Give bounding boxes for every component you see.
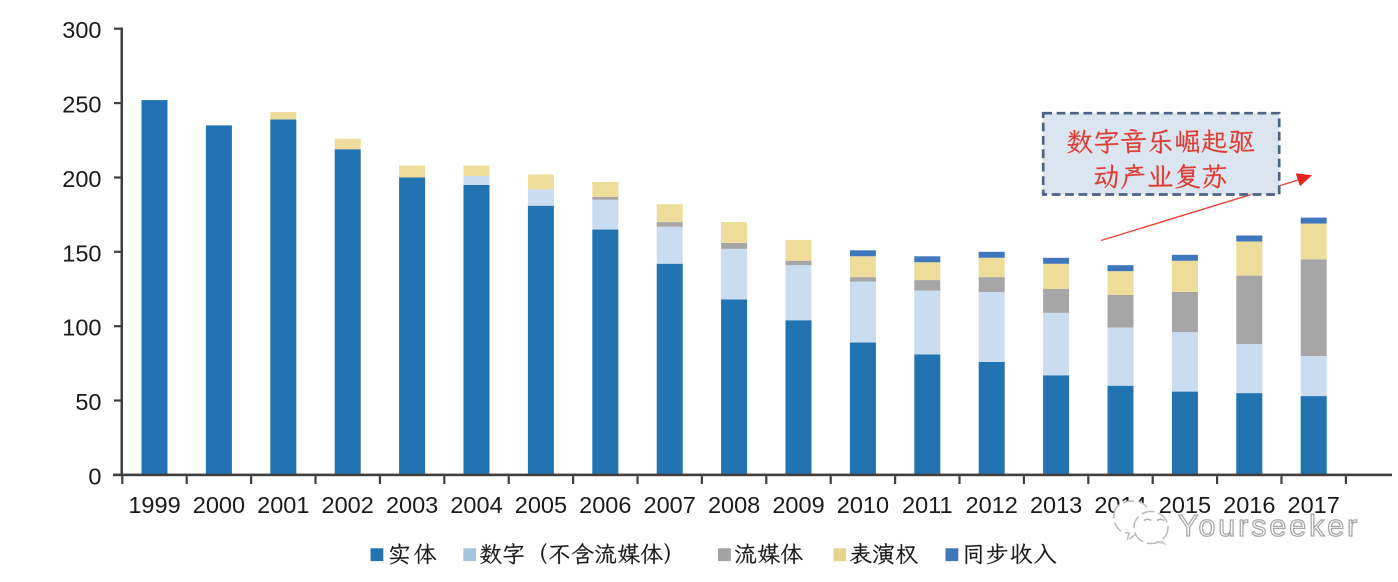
svg-text:2017: 2017 [1288, 492, 1340, 518]
svg-text:2000: 2000 [193, 492, 245, 518]
svg-text:150: 150 [62, 240, 101, 266]
svg-text:2010: 2010 [837, 492, 889, 518]
svg-text:1999: 1999 [128, 492, 180, 518]
svg-text:200: 200 [62, 166, 101, 192]
svg-text:2008: 2008 [708, 492, 760, 518]
svg-text:2006: 2006 [579, 492, 631, 518]
svg-text:100: 100 [62, 315, 101, 341]
svg-text:2013: 2013 [1030, 492, 1082, 518]
svg-text:2012: 2012 [966, 492, 1018, 518]
svg-text:2015: 2015 [1159, 492, 1211, 518]
svg-text:2016: 2016 [1223, 492, 1275, 518]
svg-text:250: 250 [62, 92, 101, 118]
svg-text:2002: 2002 [322, 492, 374, 518]
svg-text:2007: 2007 [644, 492, 696, 518]
svg-text:2009: 2009 [772, 492, 824, 518]
svg-text:2001: 2001 [257, 492, 309, 518]
svg-text:0: 0 [88, 463, 101, 489]
svg-text:2005: 2005 [515, 492, 567, 518]
svg-text:300: 300 [62, 17, 101, 43]
svg-text:2004: 2004 [450, 492, 502, 518]
svg-text:2011: 2011 [902, 492, 953, 518]
svg-text:50: 50 [75, 389, 101, 415]
svg-text:2003: 2003 [386, 492, 438, 518]
